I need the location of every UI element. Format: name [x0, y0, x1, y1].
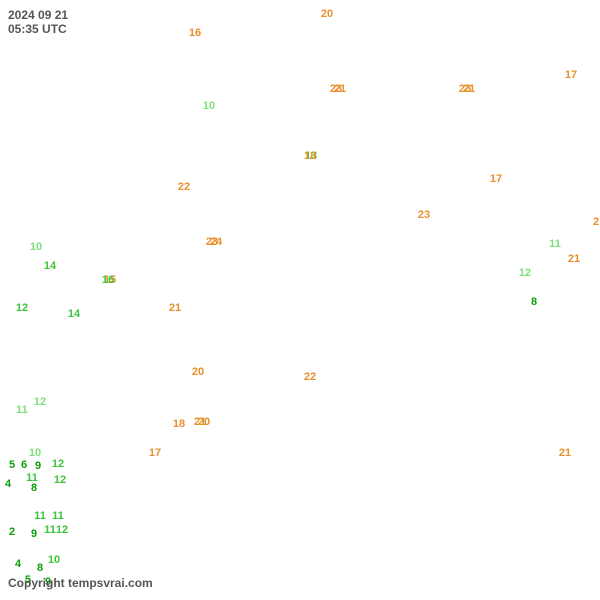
data-point: 20	[321, 8, 333, 20]
data-point: 12	[16, 302, 28, 314]
data-point: 11	[16, 404, 28, 416]
timestamp-header: 2024 09 21 05:35 UTC	[8, 8, 68, 37]
data-point: 6	[21, 459, 27, 471]
data-point: 21	[568, 253, 580, 265]
data-point: 23	[330, 83, 342, 95]
data-point: 17	[149, 447, 161, 459]
data-point: 12	[56, 524, 68, 536]
data-point: 2	[593, 216, 599, 228]
data-point: 20	[192, 366, 204, 378]
data-point: 14	[68, 308, 80, 320]
data-point: 11	[549, 238, 561, 250]
data-point: 11	[44, 524, 56, 536]
data-point: 14	[44, 260, 56, 272]
data-point: 9	[31, 528, 37, 540]
data-point: 21	[559, 447, 571, 459]
data-point: 2	[9, 526, 15, 538]
data-point: 9	[35, 460, 41, 472]
data-point: 8	[37, 562, 43, 574]
data-point: 12	[34, 396, 46, 408]
data-point: 16	[189, 27, 201, 39]
data-point: 5	[9, 459, 15, 471]
time-label: 05:35 UTC	[8, 22, 68, 36]
data-point: 10	[30, 241, 42, 253]
data-point: 21	[194, 416, 206, 428]
data-point: 23	[459, 83, 471, 95]
data-point: 10	[48, 554, 60, 566]
data-point: 11	[52, 510, 64, 522]
data-point: 10	[29, 447, 41, 459]
data-point: 10	[203, 100, 215, 112]
data-point: 18	[304, 150, 316, 162]
data-point: 17	[490, 173, 502, 185]
data-point: 22	[178, 181, 190, 193]
date-label: 2024 09 21	[8, 8, 68, 22]
data-point: 23	[418, 209, 430, 221]
data-point: 23	[206, 236, 218, 248]
data-point: 12	[52, 458, 64, 470]
copyright-label: Copyright tempsvrai.com	[8, 576, 153, 590]
data-point: 4	[15, 558, 21, 570]
data-point: 4	[5, 478, 11, 490]
data-point: 18	[173, 418, 185, 430]
data-point: 21	[169, 302, 181, 314]
data-point: 8	[31, 482, 37, 494]
data-point: 8	[531, 296, 537, 308]
data-point: 11	[34, 510, 46, 522]
data-point: 16	[102, 274, 114, 286]
data-point: 17	[565, 69, 577, 81]
data-point: 22	[304, 371, 316, 383]
data-point: 12	[519, 267, 531, 279]
data-point: 12	[54, 474, 66, 486]
